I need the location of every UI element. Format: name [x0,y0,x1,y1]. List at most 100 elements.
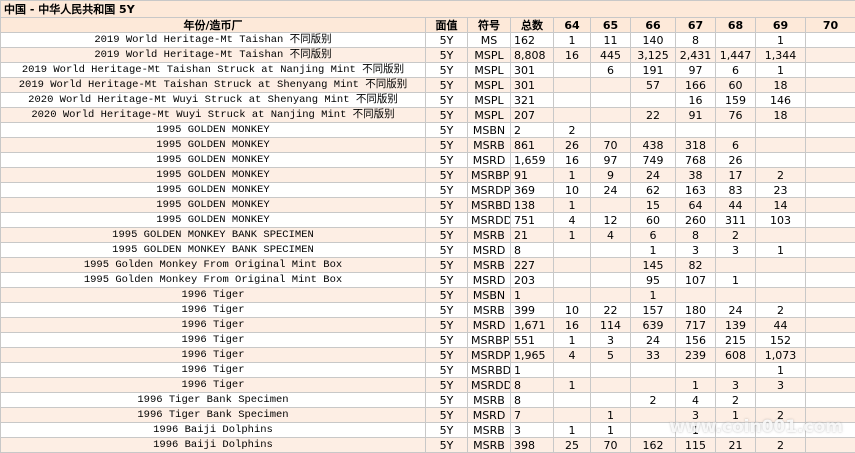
table-cell: MSRD [467,152,511,168]
table-cell: 1 [715,272,756,288]
table-cell: 5Y [425,197,468,213]
table-cell: 3,125 [630,47,676,63]
table-cell: 5Y [425,242,468,258]
table-cell [590,92,631,108]
table-cell: 5Y [425,362,468,378]
coin-name: 1996 Baiji Dolphins [0,422,426,438]
table-cell: 138 [510,197,554,213]
table-cell: 26 [553,137,591,153]
table-row: 2019 World Heritage-Mt Taishan 不同版别 5Y MSP… [0,47,855,63]
table-cell: 2 [755,302,806,318]
table-cell: MS [467,32,511,48]
table-cell: 18 [755,77,806,93]
table-cell: 107 [675,272,716,288]
table-cell: 5Y [425,332,468,348]
table-cell: MSRDP [467,182,511,198]
table-cell: MSBN [467,122,511,138]
table-cell: 57 [630,77,676,93]
table-cell: 3 [755,377,806,393]
table-cell [804,197,855,213]
table-cell: 152 [755,332,806,348]
table-cell: 1 [590,422,631,438]
table-row: 2019 World Heritage-Mt Taishan 不同版别 5Y MS 1… [0,32,855,48]
table-cell: 5Y [425,407,468,423]
table-cell: MSPL [467,62,511,78]
coin-name: 1995 GOLDEN MONKEY [0,152,426,168]
table-cell: 1 [755,362,806,378]
table-cell: MSRB [467,302,511,318]
table-cell: MSRD [467,242,511,258]
table-cell: 1 [553,422,591,438]
header-row: 年份/造币厂 面值 符号 总数 64 65 66 67 68 69 70 [0,17,855,33]
table-row: 2019 World Heritage-Mt Taishan Struck at… [0,77,855,93]
table-cell: MSRB [467,437,511,453]
table-cell: 1 [675,377,716,393]
table-cell: 3 [510,422,554,438]
table-cell: 2 [510,122,554,138]
table-cell [553,407,591,423]
table-cell: MSRD [467,407,511,423]
table-cell [804,242,855,258]
table-cell: 191 [630,62,676,78]
table-cell [804,377,855,393]
table-cell: MSRB [467,227,511,243]
table-cell: MSRB [467,392,511,408]
table-cell [590,197,631,213]
table-cell [630,377,676,393]
table-cell: 227 [510,257,554,273]
table-cell: 8 [510,242,554,258]
table-cell: MSRDD [467,212,511,228]
coin-name: 2019 World Heritage-Mt Taishan Struck at… [0,62,426,78]
table-row: 1995 Golden Monkey From Original Mint Bo… [0,257,855,273]
table-cell [804,227,855,243]
table-row: 2020 World Heritage-Mt Wuyi Struck at Na… [0,107,855,123]
table-cell [804,302,855,318]
table-cell: 24 [630,167,676,183]
table-cell [804,257,855,273]
coin-name: 2020 World Heritage-Mt Wuyi Struck at Sh… [0,92,426,108]
table-cell: 5Y [425,377,468,393]
table-cell [675,362,716,378]
table-cell [590,377,631,393]
table-row: 2020 World Heritage-Mt Wuyi Struck at Sh… [0,92,855,108]
table-cell [804,362,855,378]
table-cell: MSRDD [467,377,511,393]
table-cell [630,92,676,108]
coin-name: 1996 Tiger [0,302,426,318]
table-cell [804,272,855,288]
table-cell: 145 [630,257,676,273]
table-cell: 445 [590,47,631,63]
table-cell: 62 [630,182,676,198]
coin-name: 1995 Golden Monkey From Original Mint Bo… [0,257,426,273]
table-cell: 17 [715,167,756,183]
table-cell: 22 [590,302,631,318]
table-cell: 166 [675,77,716,93]
table-cell: 5Y [425,287,468,303]
table-cell [804,317,855,333]
table-cell: 318 [675,137,716,153]
table-cell: 70 [590,437,631,453]
table-cell: 82 [675,257,716,273]
table-cell [755,122,806,138]
coin-name: 1996 Tiger [0,317,426,333]
table-cell: 163 [675,182,716,198]
coin-name: 2019 World Heritage-Mt Taishan 不同版别 [0,32,426,48]
table-cell: 1 [553,32,591,48]
table-row: 1996 Baiji Dolphins 5Y MSRB 398 25 70 162 115 21… [0,437,855,453]
coin-name: 1995 GOLDEN MONKEY [0,212,426,228]
table-row: 1996 Tiger 5Y MSRBP 551 1 3 24 156 215 152 [0,332,855,348]
coin-name: 1996 Tiger [0,287,426,303]
table-cell: 10 [553,182,591,198]
table-cell: 9 [590,167,631,183]
table-cell [804,122,855,138]
table-cell: 1,671 [510,317,554,333]
table-cell: 551 [510,332,554,348]
table-cell: 24 [630,332,676,348]
table-cell: MSRDP [467,347,511,363]
table-cell: 1 [553,227,591,243]
table-cell [804,107,855,123]
table-cell: 146 [755,92,806,108]
table-cell: 6 [630,227,676,243]
table-cell: MSRBP [467,167,511,183]
